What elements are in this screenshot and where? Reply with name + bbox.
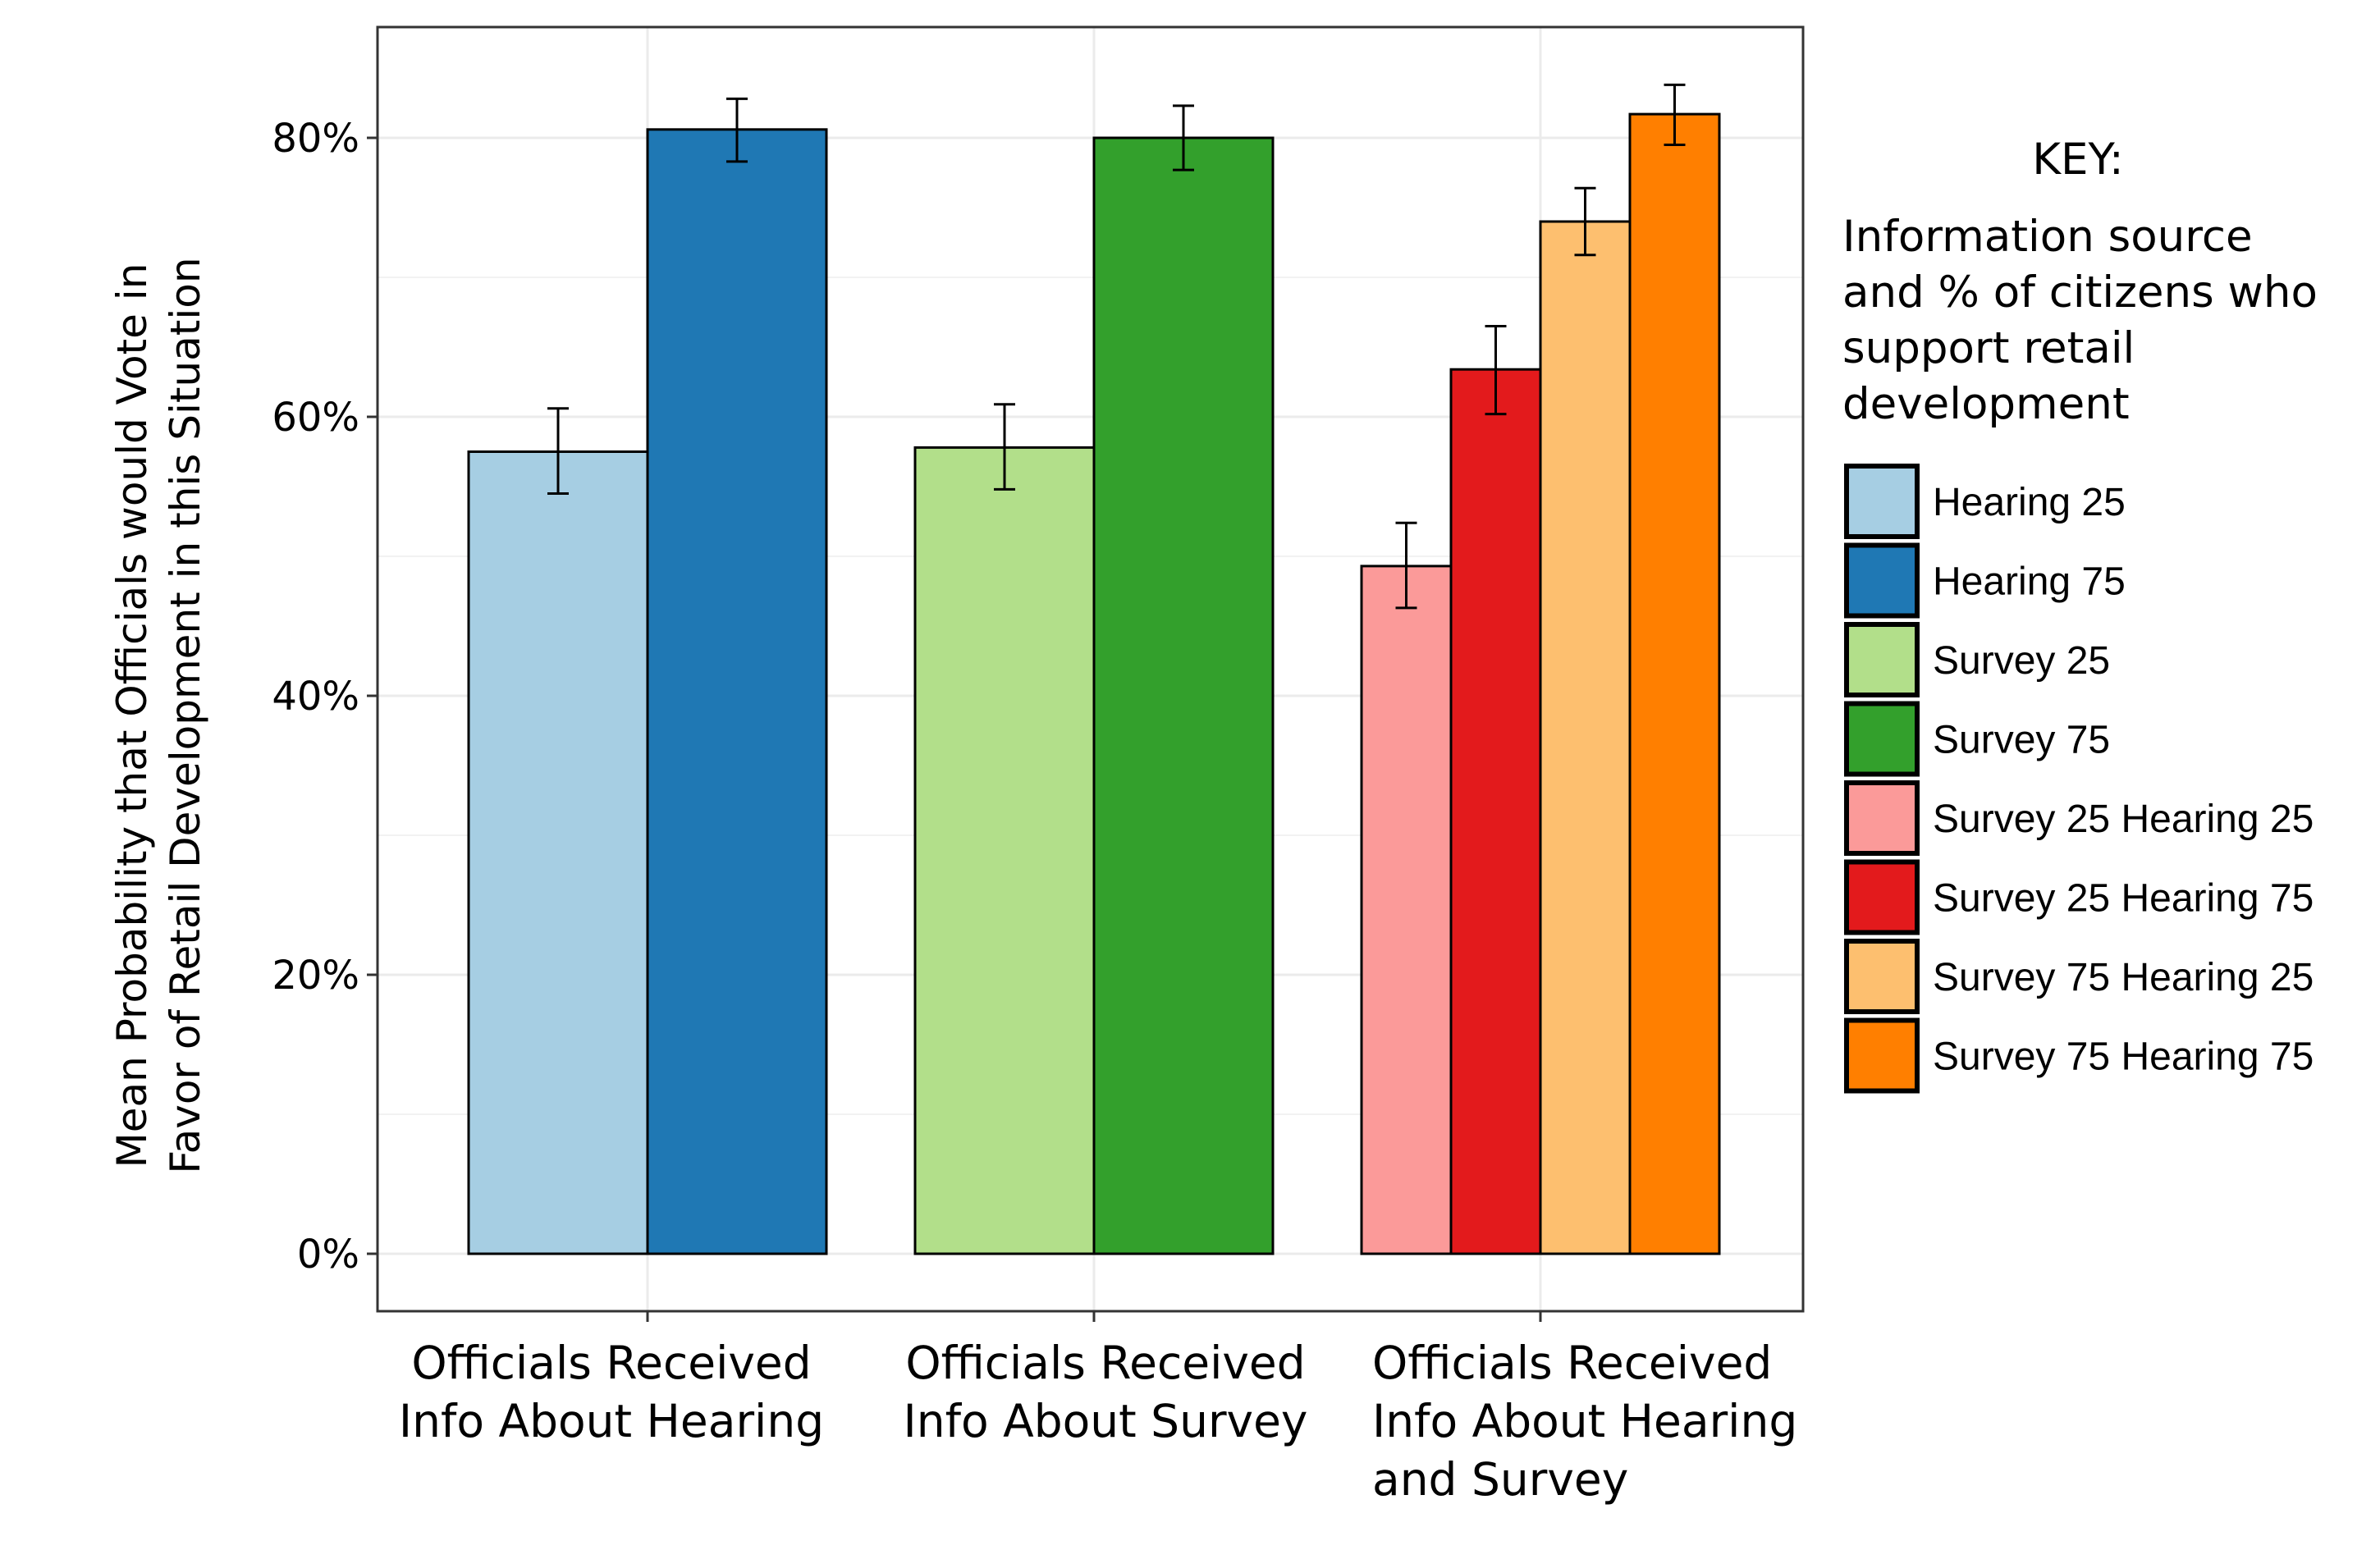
legend-item: Survey 75 Hearing 75 xyxy=(1844,1017,2314,1094)
legend: KEY: Information source and % of citizen… xyxy=(1842,135,2318,1094)
y-tick-label: 40% xyxy=(272,674,359,720)
legend-swatch xyxy=(1844,622,1920,697)
legend-items: Hearing 25 Hearing 75 Survey 25 Survey 75 Su… xyxy=(1844,464,2314,1094)
x-tick-label-line: Officials Received xyxy=(1372,1337,1772,1389)
bar-survey-75-hearing-75 xyxy=(1628,112,1721,1255)
x-tick-label-line: Info About Hearing xyxy=(1372,1395,1797,1447)
y-axis-title-line-1: Mean Probability that Officials would Vo… xyxy=(108,263,156,1168)
legend-item: Survey 25 Hearing 25 xyxy=(1844,780,2314,856)
legend-key-label: KEY: xyxy=(2032,135,2123,185)
legend-swatch xyxy=(1844,542,1920,619)
error-bar xyxy=(1574,186,1596,257)
y-axis: 0% 20% 40% 60% 80% xyxy=(272,116,378,1278)
legend-item: Survey 25 Hearing 75 xyxy=(1844,859,2314,935)
legend-item: Hearing 25 xyxy=(1844,464,2126,539)
error-bar xyxy=(1664,83,1686,146)
legend-label: Survey 75 Hearing 25 xyxy=(1933,956,2314,999)
error-bar xyxy=(1173,104,1194,171)
legend-item: Hearing 75 xyxy=(1844,542,2126,619)
y-axis-title-line-2: Favor of Retail Development in this Situ… xyxy=(162,257,209,1173)
x-tick-label-line: and Survey xyxy=(1372,1453,1628,1506)
x-tick-label-line: Info About Survey xyxy=(904,1395,1308,1447)
x-tick-label-line: Info About Hearing xyxy=(399,1395,824,1447)
x-tick-label: Officials Received Info About Survey xyxy=(904,1337,1308,1447)
legend-swatch xyxy=(1844,859,1920,935)
error-bar xyxy=(726,97,748,163)
legend-label: Survey 75 Hearing 75 xyxy=(1933,1036,2314,1079)
bar-survey-75-hearing-25 xyxy=(1539,220,1632,1255)
legend-swatch xyxy=(1844,701,1920,777)
legend-title-line-2: and % of citizens who xyxy=(1842,267,2318,318)
y-axis-title: Mean Probability that Officials would Vo… xyxy=(108,257,209,1173)
legend-label: Survey 25 Hearing 75 xyxy=(1933,877,2314,921)
error-bar xyxy=(994,403,1015,491)
legend-swatch xyxy=(1844,939,1920,1014)
bar-survey-25 xyxy=(913,446,1096,1255)
legend-title-line-3: support retail xyxy=(1842,323,2135,373)
legend-label: Hearing 25 xyxy=(1933,481,2126,524)
legend-title-line-4: development xyxy=(1842,379,2130,429)
legend-swatch xyxy=(1844,780,1920,856)
error-bar xyxy=(547,407,569,495)
y-tick-label: 80% xyxy=(272,116,359,162)
error-bar xyxy=(1395,521,1417,610)
bar-hearing-75 xyxy=(646,128,828,1255)
x-tick-label-line: Officials Received xyxy=(905,1337,1305,1389)
x-tick-label-line: Officials Received xyxy=(411,1337,811,1389)
bar-survey-25-hearing-25 xyxy=(1360,565,1453,1255)
legend-label: Survey 75 xyxy=(1933,719,2110,762)
legend-label: Hearing 75 xyxy=(1933,560,2126,604)
legend-label: Survey 25 xyxy=(1933,639,2110,683)
plot-panel xyxy=(376,25,1805,1313)
legend-item: Survey 75 Hearing 25 xyxy=(1844,939,2314,1014)
x-tick-label: Officials Received Info About Hearing and … xyxy=(1372,1337,1797,1506)
bar-survey-25-hearing-75 xyxy=(1449,368,1542,1255)
legend-swatch xyxy=(1844,1017,1920,1094)
panel-border xyxy=(376,25,1805,1313)
bar-survey-75 xyxy=(1092,136,1275,1255)
x-axis: Officials Received Info About HearingOffi… xyxy=(399,1311,1797,1506)
x-tick-label: Officials Received Info About Hearing xyxy=(399,1337,824,1447)
legend-item: Survey 75 xyxy=(1844,701,2110,777)
y-tick-label: 0% xyxy=(297,1232,359,1278)
y-tick-label: 20% xyxy=(272,953,359,999)
y-tick-label: 60% xyxy=(272,395,359,441)
legend-item: Survey 25 xyxy=(1844,622,2110,697)
error-bar xyxy=(1485,325,1507,416)
legend-swatch xyxy=(1844,464,1920,539)
legend-label: Survey 25 Hearing 25 xyxy=(1933,798,2314,841)
legend-title-line-1: Information source xyxy=(1842,212,2253,262)
bar-hearing-25 xyxy=(467,450,649,1255)
